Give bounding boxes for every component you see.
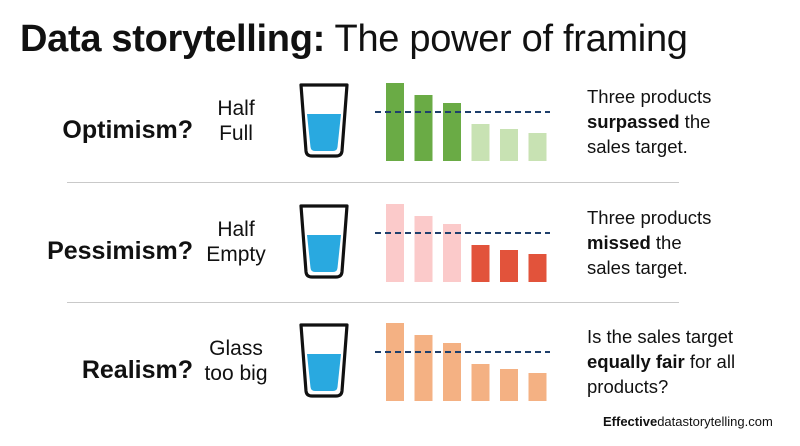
row-sublabel-line2: Full (219, 122, 253, 145)
chart-bar (386, 83, 404, 161)
caption-line3: sales target. (587, 257, 688, 278)
chart-bar (414, 216, 433, 282)
row-sublabel-line2: too big (204, 362, 268, 385)
glass-icon (299, 83, 349, 158)
caption-line2-rest: the (679, 111, 711, 132)
chart-bar (414, 335, 433, 401)
caption-line1: Three products (587, 207, 712, 228)
bar-chart (375, 204, 550, 282)
row-sublabel-line1: Glass (209, 337, 263, 360)
glass-icon (299, 204, 349, 279)
chart-bar (443, 343, 461, 401)
chart-bar (500, 369, 518, 401)
row-divider (67, 302, 679, 303)
page-title: Data storytelling: The power of framing (20, 14, 688, 64)
framing-row-pessimism: Pessimism? Half Empty Three products mis… (0, 199, 800, 317)
chart-bar (500, 250, 518, 282)
chart-bar (528, 254, 547, 282)
row-sublabel: Glass too big (196, 336, 276, 386)
chart-bar (414, 95, 433, 161)
row-divider (67, 182, 679, 183)
row-caption: Three products missed the sales target. (587, 205, 787, 280)
chart-bar (528, 133, 547, 161)
row-sublabel-line2: Empty (206, 243, 266, 266)
glass-water (307, 354, 341, 391)
row-label: Realism? (81, 356, 193, 384)
framing-row-optimism: Optimism? Half Full Three products surpa… (0, 78, 800, 196)
row-sublabel-line1: Half (217, 218, 255, 241)
glass-outline (299, 323, 349, 398)
caption-emphasis: missed (587, 232, 651, 253)
chart-bar (471, 364, 490, 401)
glass-icon (299, 323, 349, 398)
chart-bar (528, 373, 547, 401)
row-label: Optimism? (62, 116, 193, 144)
chart-bar (471, 124, 490, 161)
title-regular-part: The power of framing (324, 18, 688, 60)
caption-line2: surpassed the (587, 109, 787, 134)
row-sublabel-line1: Half (217, 97, 255, 120)
footer-regular: datastorytelling.com (657, 414, 773, 429)
glass-outline (299, 83, 349, 158)
chart-bar (443, 224, 461, 282)
caption-line1: Is the sales target (587, 326, 734, 347)
row-sublabel: Half Empty (196, 217, 276, 267)
footer-bold: Effective (603, 414, 658, 429)
caption-line2: equally fair for all (587, 349, 787, 374)
glass-water (307, 114, 341, 151)
chart-bar (500, 129, 518, 161)
glass-water (307, 235, 341, 272)
row-caption: Is the sales target equally fair for all… (587, 324, 787, 399)
chart-bar (386, 204, 404, 282)
caption-line2-rest: the (650, 232, 682, 253)
row-sublabel: Half Full (196, 96, 276, 146)
caption-line2: missed the (587, 230, 787, 255)
footer-credit: Effectivedatastorytelling.com (603, 414, 773, 429)
glass-outline (299, 204, 349, 279)
chart-bar (386, 323, 404, 401)
caption-line1: Three products (587, 86, 712, 107)
caption-line2-rest: for all (684, 351, 736, 372)
bar-chart (375, 83, 550, 161)
framing-row-realism: Realism? Glass too big Is the sales targ… (0, 318, 800, 436)
caption-line3: sales target. (587, 136, 688, 157)
title-bold-part: Data storytelling: (20, 18, 325, 60)
row-label: Pessimism? (47, 237, 193, 265)
chart-bar (443, 103, 461, 161)
row-caption: Three products surpassed the sales targe… (587, 84, 787, 159)
caption-emphasis: surpassed (587, 111, 680, 132)
bar-chart (375, 323, 550, 401)
caption-emphasis: equally fair (587, 351, 685, 372)
caption-line3: products? (587, 376, 669, 397)
chart-bar (471, 245, 490, 282)
